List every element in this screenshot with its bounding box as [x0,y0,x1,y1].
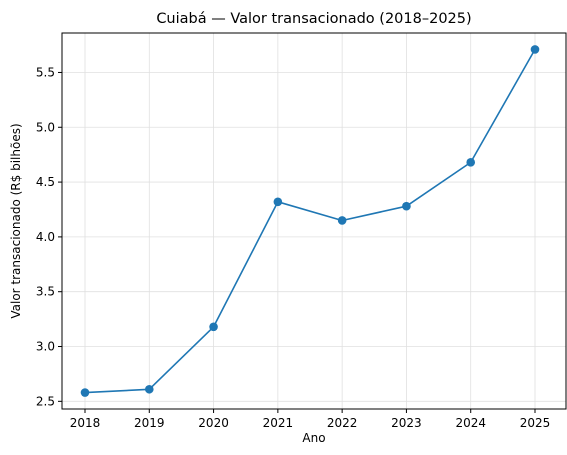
data-point [209,322,218,332]
grid [62,33,566,409]
y-tick-label: 4.0 [36,230,55,244]
plot-area [61,32,567,410]
data-point [337,216,347,225]
y-axis-label: Valor transacionado (R$ bilhões) [9,123,23,318]
x-axis: 2018 2019 2020 2021 2022 2023 2024 2025 [70,409,551,430]
x-tick-label: 2019 [134,416,165,430]
y-tick-label: 2.5 [36,394,55,408]
y-tick-label: 3.0 [36,340,55,354]
data-point [144,384,154,394]
data-point [273,197,283,207]
y-tick-label: 5.5 [36,65,55,79]
y-tick-label: 4.5 [36,175,55,189]
data-point [80,388,90,397]
chart-title: Cuiabá — Valor transacionado (2018–2025) [156,11,471,27]
x-tick-label: 2025 [520,416,551,430]
series-line [84,49,536,394]
x-tick-label: 2022 [327,416,358,430]
x-tick-label: 2020 [198,416,229,430]
series [80,45,540,397]
y-tick-label: 5.0 [36,120,55,134]
x-tick-label: 2023 [391,416,422,430]
data-point [402,201,411,211]
x-tick-label: 2024 [455,416,486,430]
x-axis-label: Ano [302,431,325,445]
y-tick-label: 3.5 [36,285,55,299]
data-point [466,158,476,167]
y-axis: 2.5 3.0 3.5 4.0 4.5 5.0 5.5 [36,65,62,408]
data-point [530,45,540,54]
x-tick-label: 2018 [70,416,101,430]
x-tick-label: 2021 [263,416,294,430]
